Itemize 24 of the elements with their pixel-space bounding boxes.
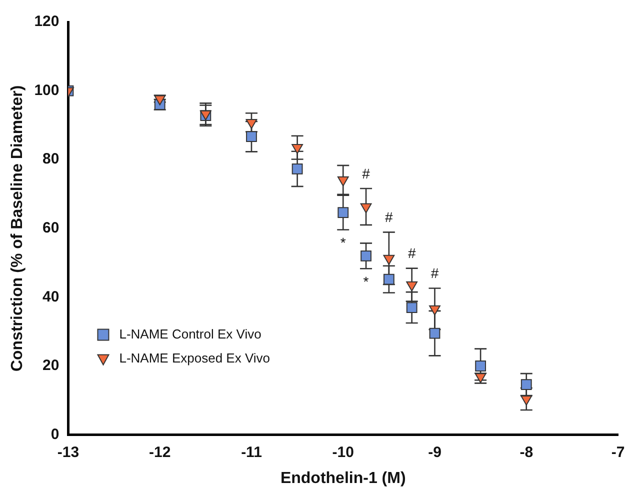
- y-tick-label: 80: [42, 150, 60, 168]
- y-tick-label: 0: [50, 426, 60, 443]
- x-tick-label: -12: [149, 444, 171, 461]
- y-tick-label: 20: [42, 357, 60, 374]
- annotation: #: [362, 165, 370, 182]
- y-axis-title: Constriction (% of Baseline Diameter): [9, 85, 26, 372]
- x-axis-title: Endothelin-1 (M): [280, 470, 406, 487]
- x-tick-label: -9: [428, 444, 442, 461]
- x-tick-label: -13: [57, 444, 80, 461]
- annotation: #: [430, 265, 439, 282]
- x-tick-label: -7: [611, 444, 625, 461]
- x-tick-label: -10: [332, 444, 354, 461]
- y-tick-label: 100: [34, 82, 60, 99]
- y-tick-label: 120: [34, 13, 60, 30]
- x-tick-label: -11: [241, 444, 262, 461]
- x-tick-label: -8: [520, 444, 534, 461]
- annotation: *: [340, 234, 346, 251]
- annotation: #: [408, 245, 416, 262]
- legend-label: L-NAME Control Ex Vivo: [119, 326, 262, 342]
- y-tick-label: 60: [42, 220, 60, 237]
- annotation: #: [385, 209, 394, 226]
- y-tick-label: 40: [42, 288, 60, 306]
- annotation: *: [363, 274, 370, 290]
- legend-label: L-NAME Exposed Ex Vivo: [119, 350, 270, 366]
